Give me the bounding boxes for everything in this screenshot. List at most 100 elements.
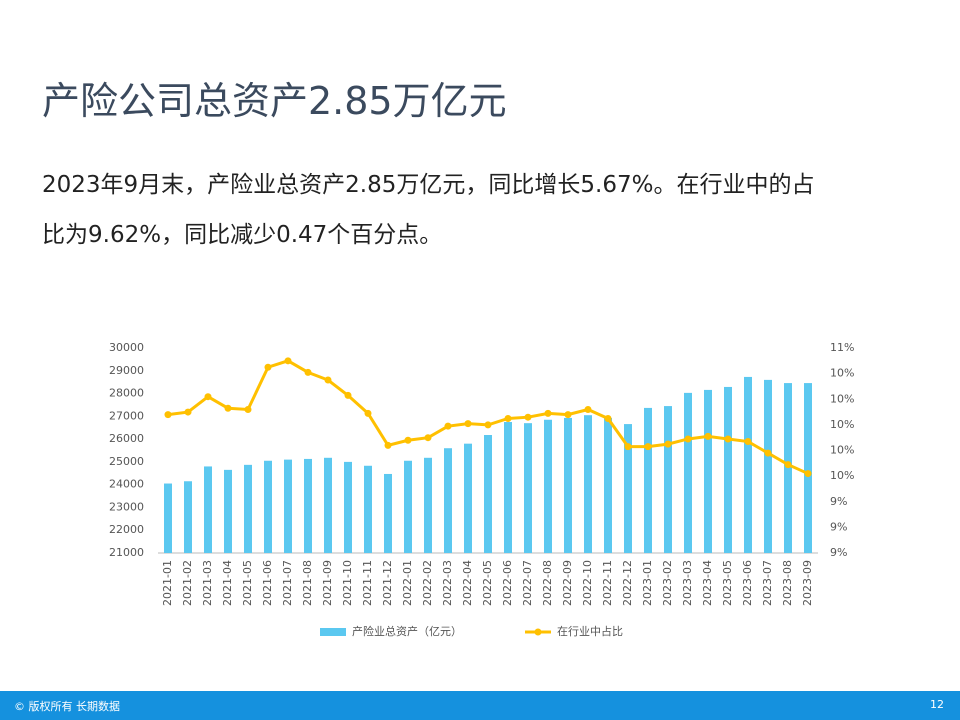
x-tick-label: 2022-07 bbox=[521, 560, 534, 606]
bar bbox=[444, 448, 452, 553]
bar bbox=[684, 392, 692, 553]
chart: 21000 22000 23000 24000 25000 26000 27000 28000… bbox=[109, 341, 854, 638]
bar bbox=[184, 481, 192, 553]
bar bbox=[424, 457, 432, 553]
legend-swatch bbox=[534, 628, 542, 636]
x-tick-label: 2023-05 bbox=[721, 560, 734, 606]
x-tick-label: 2023-07 bbox=[761, 560, 774, 606]
line-point bbox=[804, 470, 812, 478]
slide-body: 2023年9月末，产险业总资产2.85万亿元，同比增长5.67%。在行业中的占 … bbox=[42, 160, 942, 260]
legend-swatch bbox=[320, 628, 346, 636]
line-point bbox=[264, 363, 272, 371]
bar bbox=[764, 379, 772, 553]
bar bbox=[464, 443, 472, 553]
y-tick-label: 25000 bbox=[109, 455, 144, 468]
bar bbox=[504, 422, 512, 553]
bar bbox=[484, 435, 492, 553]
line-point bbox=[164, 411, 172, 419]
line-point bbox=[464, 420, 472, 428]
y-tick-label: 26000 bbox=[109, 432, 144, 445]
y2-tick-label: 9% bbox=[830, 520, 847, 533]
x-tick-label: 2021-04 bbox=[221, 560, 234, 606]
y-tick-label: 21000 bbox=[109, 546, 144, 559]
x-tick-label: 2022-09 bbox=[561, 560, 574, 606]
y-tick-label: 27000 bbox=[109, 409, 144, 422]
x-tick-label: 2021-03 bbox=[201, 560, 214, 606]
x-tick-label: 2023-04 bbox=[701, 560, 714, 606]
legend-label: 产险业总资产（亿元） bbox=[352, 624, 462, 638]
bar bbox=[204, 466, 212, 553]
y-tick-label: 28000 bbox=[109, 387, 144, 400]
x-tick-label: 2023-02 bbox=[661, 560, 674, 606]
line-point bbox=[784, 461, 792, 469]
y2-tick-label: 10% bbox=[830, 392, 854, 405]
bar bbox=[584, 415, 592, 553]
x-tick-label: 2022-11 bbox=[601, 560, 614, 606]
line-point bbox=[284, 357, 292, 365]
y-tick-label: 23000 bbox=[109, 500, 144, 513]
line-point bbox=[664, 440, 672, 448]
line-point bbox=[244, 406, 252, 413]
x-tick-label: 2022-12 bbox=[621, 560, 634, 606]
x-tick-label: 2021-10 bbox=[341, 560, 354, 606]
x-tick-label: 2023-06 bbox=[741, 560, 754, 606]
bar bbox=[744, 376, 752, 553]
line-point bbox=[744, 438, 752, 446]
bar bbox=[364, 465, 372, 553]
line-point bbox=[604, 414, 612, 422]
line-point bbox=[204, 393, 212, 401]
x-tick-label: 2022-06 bbox=[501, 560, 514, 606]
line-point bbox=[704, 432, 712, 440]
y2-tick-label: 11% bbox=[830, 341, 854, 354]
bar bbox=[524, 423, 532, 553]
y2-tick-label: 10% bbox=[830, 469, 854, 482]
x-tick-label: 2022-03 bbox=[441, 560, 454, 606]
body-line: 比为9.62%，同比减少0.47个百分点。 bbox=[42, 222, 443, 248]
x-tick-label: 2021-08 bbox=[301, 560, 314, 606]
x-tick-label: 2023-08 bbox=[781, 560, 794, 606]
x-tick-label: 2021-02 bbox=[181, 560, 194, 606]
line-point bbox=[504, 414, 512, 422]
x-tick-label: 2021-07 bbox=[281, 560, 294, 606]
y2-tick-label: 10% bbox=[830, 444, 854, 457]
x-tick-label: 2023-03 bbox=[681, 560, 694, 606]
x-tick-label: 2022-10 bbox=[581, 560, 594, 606]
bar bbox=[284, 459, 292, 553]
line-point bbox=[364, 409, 372, 417]
bar bbox=[244, 464, 252, 553]
bar bbox=[804, 383, 812, 553]
x-tick-label: 2022-02 bbox=[421, 560, 434, 606]
bar bbox=[624, 424, 632, 553]
bar bbox=[264, 460, 272, 553]
line-point bbox=[404, 436, 412, 444]
x-tick-label: 2022-08 bbox=[541, 560, 554, 606]
x-tick-label: 2021-11 bbox=[361, 560, 374, 606]
body-line: 2023年9月末，产险业总资产2.85万亿元，同比增长5.67%。在行业中的占 bbox=[42, 172, 815, 198]
slide-title: 产险公司总资产2.85万亿元 bbox=[42, 79, 507, 123]
footer-text: © 版权所有 长期数据 bbox=[14, 700, 120, 713]
x-tick-label: 2022-05 bbox=[481, 560, 494, 606]
x-tick-label: 2023-09 bbox=[801, 560, 814, 606]
line-point bbox=[484, 421, 492, 429]
x-tick-label: 2021-06 bbox=[261, 560, 274, 606]
x-tick-label: 2023-01 bbox=[641, 560, 654, 606]
line-point bbox=[584, 406, 592, 413]
footer: © 版权所有 长期数据 12 bbox=[0, 691, 960, 720]
y-tick-label: 30000 bbox=[109, 341, 144, 354]
line-point bbox=[564, 411, 572, 419]
line-point bbox=[624, 443, 632, 451]
line-point bbox=[444, 422, 452, 430]
bar bbox=[344, 461, 352, 553]
line-point bbox=[764, 449, 772, 457]
x-tick-label: 2021-01 bbox=[161, 560, 174, 606]
line-point bbox=[644, 443, 652, 451]
y-tick-label: 29000 bbox=[109, 364, 144, 377]
bar bbox=[704, 389, 712, 553]
bar bbox=[324, 457, 332, 553]
y-tick-label: 22000 bbox=[109, 523, 144, 536]
x-tick-label: 2022-04 bbox=[461, 560, 474, 606]
x-tick-label: 2021-09 bbox=[321, 560, 334, 606]
bar bbox=[304, 458, 312, 553]
line-point bbox=[384, 441, 392, 449]
